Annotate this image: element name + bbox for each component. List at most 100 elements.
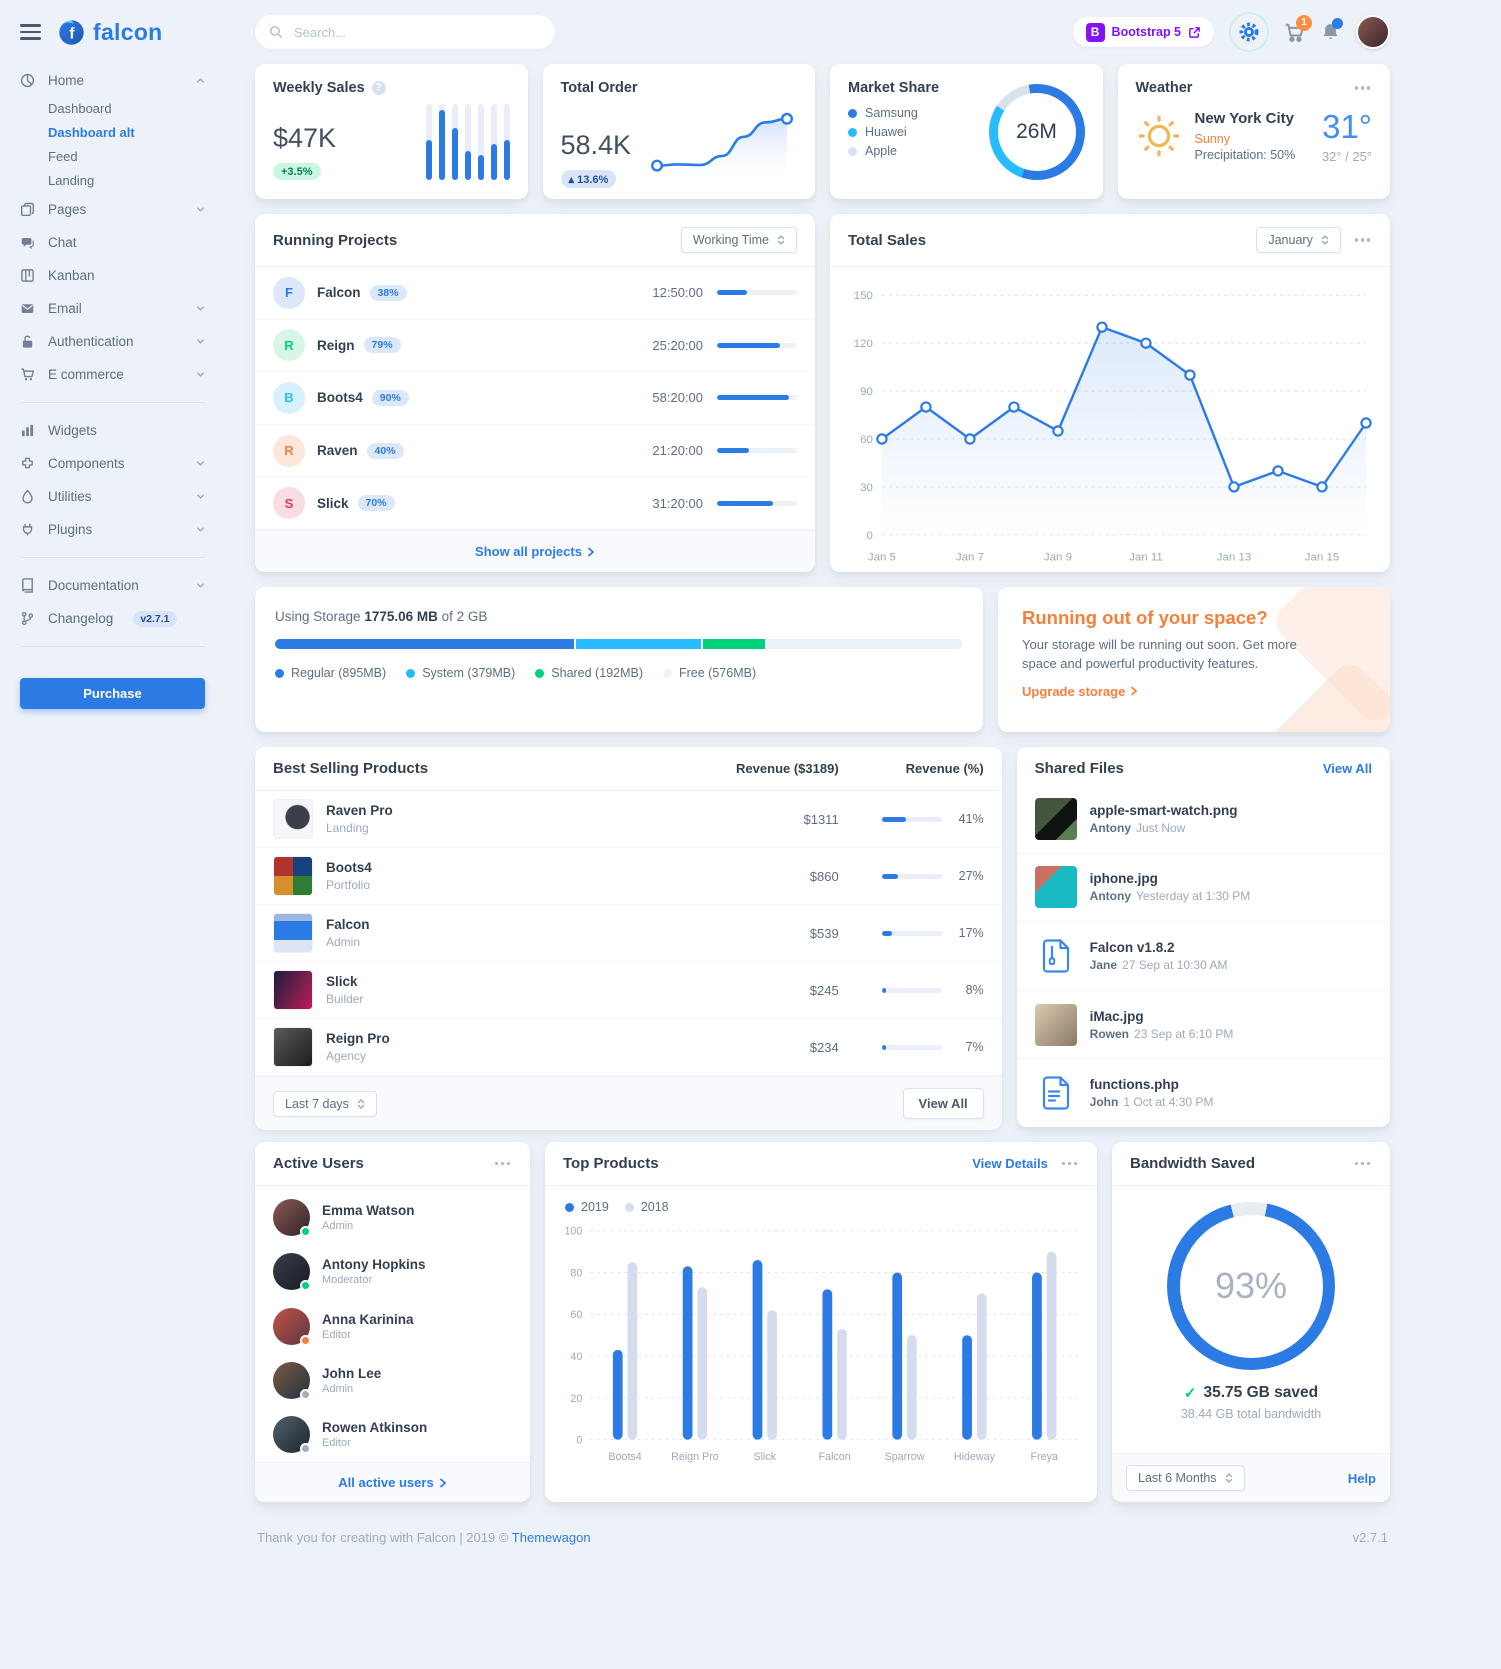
gear-icon: [1238, 21, 1260, 43]
weather-menu-button[interactable]: [1353, 82, 1372, 93]
sidebar-item-label: E commerce: [48, 367, 124, 382]
archive-file-icon: [1035, 935, 1077, 977]
bandwidth-menu-button[interactable]: [1353, 1158, 1372, 1169]
file-row: Falcon v1.8.2 Jane 27 Sep at 10:30 AM: [1016, 922, 1390, 991]
sidebar-item-widgets[interactable]: Widgets: [20, 414, 205, 447]
user-name[interactable]: John Lee: [322, 1365, 382, 1381]
working-time-select[interactable]: Working Time: [680, 227, 797, 253]
storage-card: Using Storage 1775.06 MB of 2 GB Regular…: [255, 587, 983, 732]
cart-button[interactable]: 1: [1284, 14, 1312, 43]
menu-toggle-button[interactable]: [20, 24, 41, 40]
search-box[interactable]: [255, 15, 555, 49]
market-share-legend: Samsung Huawei Apple: [848, 106, 939, 158]
product-category: Admin: [326, 935, 361, 949]
month-select[interactable]: January: [1256, 227, 1341, 253]
sidebar-item-label: Pages: [48, 202, 87, 217]
product-name[interactable]: Slick: [326, 974, 358, 989]
sidebar-item-feed[interactable]: Feed: [48, 149, 78, 164]
total-sales-menu-button[interactable]: [1353, 234, 1372, 245]
active-users-menu-button[interactable]: [493, 1158, 512, 1169]
sidebar-item-e-commerce[interactable]: E commerce: [20, 358, 205, 391]
storage-used: 1775.06 MB: [364, 609, 438, 624]
sidebar-item-documentation[interactable]: Documentation: [20, 569, 205, 602]
product-thumbnail: [273, 856, 313, 896]
sidebar-item-utilities[interactable]: Utilities: [20, 480, 205, 513]
files-view-all-link[interactable]: View All: [1322, 761, 1372, 776]
help-link[interactable]: Help: [1347, 1470, 1376, 1486]
last-6-months-select[interactable]: Last 6 Months: [1126, 1465, 1245, 1491]
notification-dot: [1332, 17, 1343, 29]
svg-text:Jan 11: Jan 11: [1129, 552, 1163, 564]
sidebar-item-pages[interactable]: Pages: [20, 193, 205, 226]
view-all-button[interactable]: View All: [902, 1088, 984, 1119]
divider: [20, 646, 205, 647]
themewagon-link[interactable]: Themewagon: [511, 1530, 591, 1545]
svg-text:90: 90: [860, 386, 873, 398]
product-percent-bar: [881, 987, 942, 993]
view-details-link[interactable]: View Details: [972, 1156, 1048, 1171]
settings-gear-button[interactable]: [1229, 12, 1269, 52]
user-name[interactable]: Anna Karinina: [322, 1311, 414, 1327]
show-all-projects-link[interactable]: Show all projects: [475, 544, 595, 559]
book-icon: [20, 578, 36, 593]
sidebar-item-home[interactable]: Home: [20, 64, 205, 97]
top-products-menu-button[interactable]: [1060, 1158, 1079, 1169]
project-avatar: R: [273, 434, 305, 467]
sidebar-item-components[interactable]: Components: [20, 447, 205, 480]
product-thumbnail: [273, 799, 313, 839]
product-thumbnail: [273, 1027, 313, 1067]
bootstrap-badge[interactable]: B Bootstrap 5: [1072, 17, 1214, 47]
user-name[interactable]: Antony Hopkins: [322, 1257, 426, 1273]
product-name[interactable]: Falcon: [326, 917, 370, 932]
file-name[interactable]: apple-smart-watch.png: [1089, 802, 1238, 818]
notifications-button[interactable]: [1320, 17, 1343, 43]
sidebar-item-kanban[interactable]: Kanban: [20, 259, 205, 292]
upgrade-storage-link[interactable]: Upgrade storage: [1022, 684, 1138, 699]
sidebar-item-label: Changelog: [48, 611, 114, 626]
svg-text:Falcon: Falcon: [819, 1451, 851, 1463]
sidebar-item-authentication[interactable]: Authentication: [20, 325, 205, 358]
bandwidth-title: Bandwidth Saved: [1130, 1155, 1256, 1172]
project-progress-bar: [717, 500, 797, 506]
user-name[interactable]: Rowen Atkinson: [322, 1420, 428, 1436]
file-name[interactable]: functions.php: [1089, 1077, 1179, 1093]
top-products-card: Top Products View Details 2019 2018 0 20 40…: [545, 1142, 1097, 1502]
code-file-icon: [1035, 1072, 1077, 1114]
product-name[interactable]: Raven Pro: [326, 803, 393, 818]
all-active-users-link[interactable]: All active users: [338, 1475, 447, 1490]
weekly-sales-bar: [464, 104, 471, 180]
user-avatar[interactable]: [1356, 15, 1390, 49]
user-avatar: [273, 1361, 311, 1400]
file-meta: John 1 Oct at 4:30 PM: [1090, 1095, 1214, 1109]
file-name[interactable]: iMac.jpg: [1089, 1008, 1144, 1024]
best-selling-title: Best Selling Products: [273, 760, 429, 777]
total-order-card: Total Order 58.4K ▴ 13.6%: [542, 64, 815, 199]
sidebar-item-plugins[interactable]: Plugins: [20, 513, 205, 546]
product-name[interactable]: Boots4: [326, 860, 372, 875]
project-avatar: R: [273, 329, 305, 362]
sidebar-item-email[interactable]: Email: [20, 292, 205, 325]
legend-item: 2018: [624, 1200, 669, 1214]
sidebar-item-dashboard[interactable]: Dashboard: [48, 101, 112, 116]
file-name[interactable]: Falcon v1.8.2: [1089, 939, 1175, 955]
sidebar-item-landing[interactable]: Landing: [48, 173, 95, 188]
brand-logo[interactable]: f falcon: [57, 18, 163, 47]
lock-icon: [20, 334, 36, 349]
file-name[interactable]: iphone.jpg: [1089, 871, 1158, 887]
purchase-button[interactable]: Purchase: [20, 678, 205, 709]
sidebar-item-changelog[interactable]: Changelog v2.7.1: [20, 602, 205, 635]
search-input[interactable]: [292, 23, 541, 41]
project-name: Raven: [317, 443, 358, 459]
product-name[interactable]: Reign Pro: [326, 1031, 390, 1046]
help-icon[interactable]: ?: [371, 81, 386, 95]
product-percent: 17%: [958, 926, 984, 940]
sidebar-item-chat[interactable]: Chat: [20, 226, 205, 259]
user-name[interactable]: Emma Watson: [322, 1202, 415, 1218]
sidebar-item-label: Components: [48, 456, 125, 471]
svg-text:60: 60: [860, 434, 873, 446]
last-7-days-select[interactable]: Last 7 days: [273, 1090, 377, 1117]
sort-arrows-icon: [1321, 234, 1329, 246]
legend-dot: [406, 668, 416, 678]
sidebar-item-dashboard-alt[interactable]: Dashboard alt: [48, 125, 135, 140]
file-thumbnail: [1034, 1003, 1077, 1046]
